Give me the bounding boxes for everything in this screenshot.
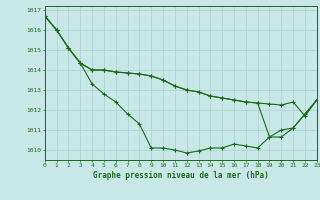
X-axis label: Graphe pression niveau de la mer (hPa): Graphe pression niveau de la mer (hPa)	[93, 171, 269, 180]
